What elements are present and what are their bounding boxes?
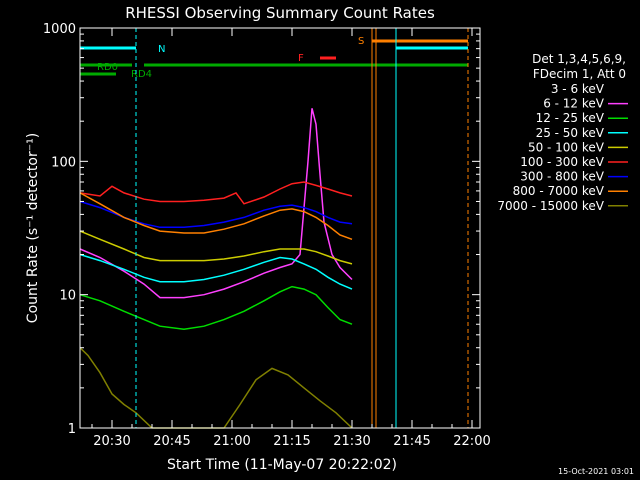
state-label-f: F [298,53,304,64]
x-tick-label-21-15: 21:15 [273,434,310,449]
state-label-rd4: RD4 [131,69,152,80]
x-axis-label: Start Time (11-May-07 20:22:02) [167,457,397,473]
legend-label-7000-15000-kev: 7000 - 15000 keV [497,199,604,213]
series-line-300-800-kev [79,200,353,229]
state-label-s: S [358,36,364,47]
x-tick-label-21-30: 21:30 [333,434,370,449]
x-ticks: 20:30 20:45 21:00 21:15 21:30 21:45 22:00 [91,28,491,449]
legend-label-300-800-kev: 300 - 800 keV [520,170,604,184]
legend-header-line-1: Det 1,3,4,5,6,9, [532,52,626,66]
series-line-6-12-kev [79,108,353,299]
series-line-25-50-kev [79,253,353,290]
legend-header-line-2: FDecim 1, Att 0 [533,67,626,81]
legend-label-50-100-kev: 50 - 100 keV [528,140,605,154]
x-tick-label-21-45: 21:45 [393,434,430,449]
chart-title: RHESSI Observing Summary Count Rates [125,4,435,22]
series-line-100-300-kev [79,181,353,205]
x-tick-label-21-00: 21:00 [213,434,250,449]
plot-frame [79,27,481,429]
footer-date: 15-Oct-2021 03:01 [558,467,634,476]
state-label-rd0: RD0 [97,62,118,73]
state-label-n: N [158,44,165,55]
x-tick-label-20-45: 20:45 [153,434,190,449]
legend-label-12-25-kev: 12 - 25 keV [536,111,605,125]
series-line-12-25-kev [79,285,353,331]
y-tick-label-100: 100 [51,155,76,170]
y-tick-label-10: 10 [59,289,76,304]
state-bars-layer: RD0 RD4 N F S [80,36,468,80]
x-tick-label-22-00: 22:00 [453,434,490,449]
y-axis-label: Count Rate (s⁻¹ detector⁻¹) [25,133,41,323]
x-tick-label-20-30: 20:30 [93,434,130,449]
series-line-50-100-kev [79,230,353,265]
series-line-7000-15000-kev [79,347,353,429]
y-ticks: 1 10 100 1000 [43,22,480,437]
y-tick-label-1: 1 [68,422,76,437]
legend-label-6-12-kev: 6 - 12 keV [543,97,605,111]
legend-label-25-50-kev: 25 - 50 keV [536,126,605,140]
y-tick-label-1000: 1000 [43,22,76,37]
legend-label-3-6-kev: 3 - 6 keV [551,82,605,96]
series-layer [79,108,353,429]
legend-label-100-300-kev: 100 - 300 keV [520,155,604,169]
legend-label-800-7000-kev: 800 - 7000 keV [513,184,605,198]
series-line-800-7000-kev [79,192,353,241]
